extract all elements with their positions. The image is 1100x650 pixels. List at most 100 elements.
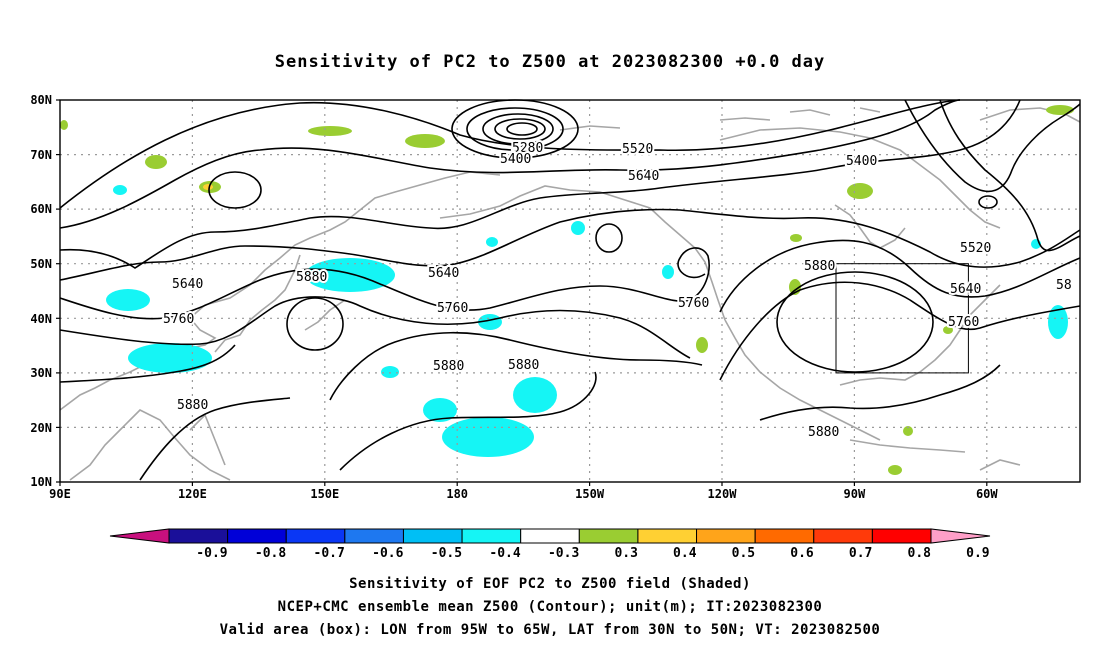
colorbar-swatch — [813, 528, 873, 544]
colorbar-label: -0.6 — [372, 546, 403, 561]
latitude-labels: 80N 70N 60N 50N 40N 30N 20N 10N — [30, 93, 52, 489]
colorbar-label: 0.3 — [614, 546, 637, 561]
colorbar-swatch — [285, 528, 346, 544]
shade-negative — [423, 398, 457, 422]
colorbar-left-arrow — [109, 528, 170, 544]
caption-line-valid-area: Valid area (box): LON from 95W to 65W, L… — [220, 622, 881, 638]
contour-label: 5880 — [433, 359, 464, 374]
lat-label: 50N — [30, 257, 52, 271]
contour-label: 5760 — [163, 312, 194, 327]
lon-label: 150W — [575, 487, 605, 501]
caption-line-contour: NCEP+CMC ensemble mean Z500 (Contour); u… — [278, 599, 823, 615]
contour-label: 5520 — [622, 142, 653, 157]
colorbar-swatch — [637, 528, 698, 544]
axis-ticks — [56, 99, 988, 486]
coastline-arctic-islands — [559, 107, 881, 131]
contour-label: 5640 — [628, 169, 659, 184]
contour-line — [904, 99, 1081, 193]
colorbar-swatch — [578, 528, 639, 544]
z500-contours — [59, 99, 1081, 481]
colorbar-swatch — [461, 528, 522, 544]
contour-line — [59, 99, 961, 229]
colorbar: -0.9 -0.8 -0.7 -0.6 -0.5 -0.4 -0.3 0.3 0.4 0.5 0.6… — [109, 528, 991, 561]
shade-negative — [305, 258, 395, 292]
coastline-caribbean — [849, 439, 1021, 471]
contour-label: 5280 — [512, 141, 543, 156]
colorbar-label: -0.9 — [196, 546, 227, 561]
contour-label: 5880 — [508, 358, 539, 373]
contour-label: 5880 — [296, 270, 327, 285]
contour-label: 5400 — [846, 154, 877, 169]
figure-title: Sensitivity of PC2 to Z500 at 2023082300… — [275, 52, 826, 72]
shade-positive-strong — [203, 184, 213, 190]
contour-line — [59, 239, 1081, 320]
coastline-korea-japan — [214, 254, 346, 353]
caption-line-shading: Sensitivity of EOF PC2 to Z500 field (Sh… — [349, 576, 751, 592]
contour-line — [59, 208, 1081, 281]
shade-negative — [442, 417, 534, 457]
map-background — [60, 100, 1080, 482]
colorbar-label: -0.4 — [489, 546, 520, 561]
contour-arctic-low-4 — [494, 118, 546, 140]
caption: Sensitivity of EOF PC2 to Z500 field (Sh… — [220, 576, 881, 638]
contour-label: 5640 — [172, 277, 203, 292]
colorbar-labels: -0.9 -0.8 -0.7 -0.6 -0.5 -0.4 -0.3 0.3 0.4 0.5 0.6… — [196, 546, 989, 561]
lon-label: 90E — [49, 487, 71, 501]
contour-closed-low — [208, 171, 262, 209]
shade-positive — [847, 183, 873, 199]
colorbar-label: 0.9 — [966, 546, 989, 561]
shade-negative — [513, 377, 557, 413]
contour-label: 5640 — [950, 282, 981, 297]
contour-line — [59, 281, 1081, 381]
contour-label: 5400 — [500, 152, 531, 167]
contour-line — [59, 99, 1021, 269]
colorbar-label: 0.4 — [673, 546, 697, 561]
map-frame — [59, 99, 1081, 483]
colorbar-swatch — [168, 528, 229, 544]
contour-closed-high — [595, 223, 623, 253]
coastline-gulf — [839, 284, 1001, 386]
shade-positive — [790, 234, 802, 242]
colorbar-swatch — [754, 528, 815, 544]
lat-label: 20N — [30, 421, 52, 435]
shade-positive — [1046, 105, 1074, 115]
colorbar-label: -0.5 — [431, 546, 462, 561]
colorbar-swatch — [227, 528, 287, 544]
lon-label: 180 — [446, 487, 468, 501]
graticule — [60, 100, 1080, 482]
contour-label: 5760 — [437, 301, 468, 316]
shade-negative — [113, 185, 127, 195]
shade-positive — [405, 134, 445, 148]
colorbar-label: 0.6 — [790, 546, 814, 561]
colorbar-label: -0.7 — [314, 546, 345, 561]
colorbar-label: -0.8 — [255, 546, 286, 561]
shade-positive — [696, 337, 708, 353]
lat-label: 60N — [30, 202, 52, 216]
lon-label: 150E — [310, 487, 339, 501]
lat-label: 80N — [30, 93, 52, 107]
contour-arctic-low-3 — [482, 113, 554, 145]
contour-label: 5760 — [948, 315, 979, 330]
lat-label: 30N — [30, 366, 52, 380]
contour-label: 5880 — [177, 398, 208, 413]
shade-positive — [145, 155, 167, 169]
shade-negative — [381, 366, 399, 378]
longitude-labels: 90E 120E 150E 180 150W 120W 90W 60W — [49, 487, 998, 501]
contour-label: 58 — [1056, 278, 1072, 293]
contour-line — [59, 99, 961, 209]
shade-positive — [943, 326, 953, 334]
colorbar-right-arrow — [930, 528, 991, 544]
contour-arctic-low-5 — [506, 122, 538, 136]
shade-positive — [888, 465, 902, 475]
shade-negative — [106, 289, 150, 311]
colorbar-swatch — [402, 528, 463, 544]
shade-positive — [308, 126, 352, 136]
colorbar-swatch — [696, 528, 756, 544]
contour-label: 5880 — [808, 425, 839, 440]
colorbar-swatch — [871, 528, 932, 544]
contour-line — [939, 99, 1081, 252]
coastline-se-asia — [69, 409, 231, 481]
coastline-hudson — [834, 204, 906, 249]
contour-line — [759, 364, 1001, 421]
